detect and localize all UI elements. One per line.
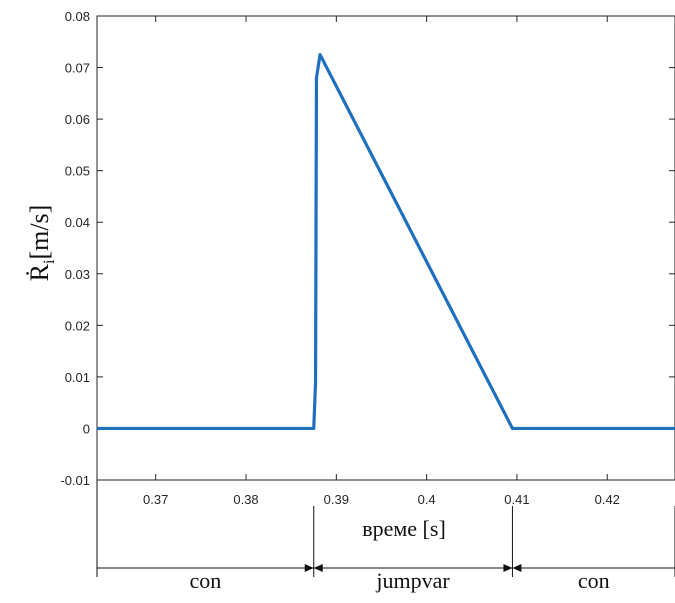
y-axis-label: Ṙi[m/s]: [25, 205, 58, 282]
phase-arrowhead: [512, 564, 522, 572]
series-layer: [97, 53, 675, 431]
y-axis-ticks: -0.01 0 0.01 0.02 0.03 0.04 0.05 0.06 0.07 0.08: [60, 9, 675, 488]
y-tick-label: -0.01: [60, 473, 90, 488]
y-tick-label: 0.05: [65, 164, 90, 179]
phase-arrowhead: [313, 564, 323, 572]
y-tick-label: 0.07: [65, 61, 90, 76]
x-tick-label: 0.37: [143, 492, 168, 507]
y-axis-label-main: Ṙ: [25, 263, 54, 281]
plot-axes: [96, 15, 675, 481]
svg-text:Ṙi[m/s]: Ṙi[m/s]: [25, 205, 58, 282]
x-axis-label: време [s]: [362, 516, 446, 541]
x-tick-label: 0.39: [324, 492, 349, 507]
y-axis-label-unit: [m/s]: [25, 205, 54, 260]
phase-label: con: [189, 568, 221, 593]
y-tick-label: 0.06: [65, 112, 90, 127]
x-axis-ticks: 0.37 0.38 0.39 0.4 0.41 0.42: [143, 16, 620, 507]
x-tick-label: 0.42: [595, 492, 620, 507]
phase-arrowhead: [304, 564, 314, 572]
x-tick-label: 0.38: [233, 492, 258, 507]
phase-label: jumpvar: [375, 568, 450, 593]
x-tick-label: 0.4: [418, 492, 436, 507]
y-tick-label: 0.01: [65, 370, 90, 385]
x-tick-label: 0.41: [504, 492, 529, 507]
y-tick-label: 0.08: [65, 9, 90, 24]
y-tick-label: 0.03: [65, 267, 90, 282]
y-axis-label-sub: i: [41, 259, 58, 264]
y-tick-label: 0.02: [65, 318, 90, 333]
plot-frame: [96, 15, 675, 481]
y-tick-label: 0.04: [65, 215, 90, 230]
series-line: [97, 53, 675, 431]
phase-label: con: [578, 568, 610, 593]
y-tick-label: 0: [83, 421, 90, 436]
phase-annotations: con jumpvar con: [96, 480, 675, 593]
phase-arrowhead: [503, 564, 513, 572]
